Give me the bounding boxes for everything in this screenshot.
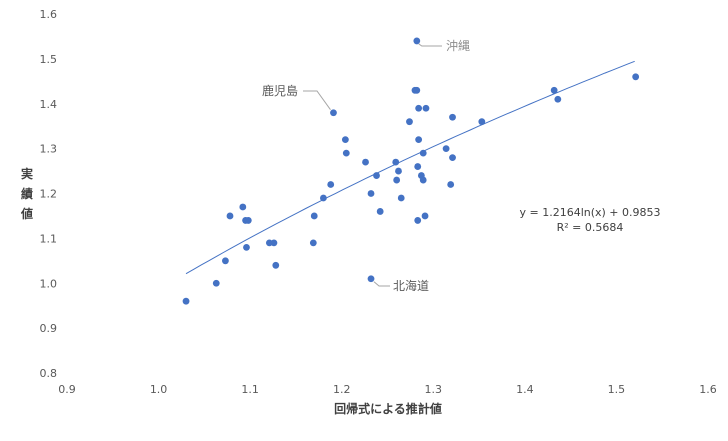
y-tick-label: 1.2 bbox=[40, 188, 58, 201]
data-point bbox=[413, 37, 421, 45]
x-tick-label: 1.4 bbox=[516, 383, 534, 396]
data-point bbox=[554, 95, 562, 103]
data-point bbox=[362, 158, 369, 166]
data-point bbox=[413, 86, 421, 94]
data-point bbox=[442, 145, 450, 153]
data-point bbox=[244, 217, 252, 224]
x-tick-label: 1.2 bbox=[333, 383, 351, 396]
y-tick-label: 1.4 bbox=[40, 98, 58, 111]
data-point bbox=[419, 176, 427, 184]
data-point bbox=[414, 217, 422, 224]
x-axis-title: 回帰式による推計値 bbox=[334, 401, 442, 416]
data-point bbox=[243, 243, 250, 251]
data-point bbox=[320, 194, 327, 202]
data-point bbox=[239, 203, 247, 211]
data-point bbox=[397, 194, 405, 202]
data-point bbox=[367, 275, 375, 283]
data-point bbox=[327, 181, 335, 188]
data-point bbox=[309, 239, 317, 247]
y-tick-label: 1.6 bbox=[40, 8, 58, 21]
data-point bbox=[415, 136, 423, 144]
data-point bbox=[367, 190, 375, 197]
data-point bbox=[226, 212, 234, 220]
data-point bbox=[212, 279, 220, 287]
data-point bbox=[341, 136, 349, 144]
data-point bbox=[449, 113, 456, 121]
trendline bbox=[185, 60, 635, 275]
data-point bbox=[342, 149, 350, 157]
data-point bbox=[406, 118, 413, 126]
x-tick-label: 1.0 bbox=[150, 383, 168, 396]
y-tick-label: 1.3 bbox=[40, 143, 58, 156]
annotation-leader-line bbox=[303, 90, 331, 111]
data-point bbox=[222, 257, 229, 265]
data-point bbox=[392, 158, 400, 166]
annotation-label: 沖縄 bbox=[446, 38, 470, 53]
annotation-label: 鹿児島 bbox=[262, 83, 298, 98]
y-axis-title-char: 実 bbox=[21, 166, 33, 181]
y-tick-label: 1.0 bbox=[40, 277, 58, 290]
x-tick-label: 1.5 bbox=[608, 383, 626, 396]
data-point bbox=[422, 104, 430, 112]
x-tick-label: 1.3 bbox=[425, 383, 443, 396]
y-axis-title: 実績値 bbox=[20, 166, 33, 221]
data-point bbox=[447, 181, 455, 188]
r-squared-label: R² = 0.5684 bbox=[557, 221, 624, 234]
y-axis-title-char: 値 bbox=[20, 206, 33, 221]
x-tick-label: 1.1 bbox=[241, 383, 259, 396]
data-point bbox=[310, 212, 318, 220]
y-tick-label: 0.8 bbox=[40, 367, 58, 380]
data-point bbox=[182, 297, 190, 305]
annotation-leader-line bbox=[373, 281, 390, 287]
data-point bbox=[395, 167, 402, 175]
y-tick-label: 1.5 bbox=[40, 53, 58, 66]
data-point bbox=[272, 261, 280, 269]
x-tick-label: 1.6 bbox=[699, 383, 717, 396]
data-point bbox=[421, 212, 429, 220]
data-point bbox=[449, 154, 456, 162]
data-point bbox=[419, 149, 427, 157]
data-point bbox=[414, 163, 422, 170]
trendline-equation: y = 1.2164ln(x) + 0.9853 bbox=[519, 206, 660, 219]
data-point bbox=[330, 109, 337, 117]
data-point bbox=[550, 86, 558, 94]
annotation-leader-line bbox=[418, 43, 442, 47]
data-point bbox=[393, 176, 401, 184]
x-axis-tick-labels: 0.9 1.0 1.1 1.2 1.3 1.4 1.5 1.6 bbox=[58, 383, 717, 396]
data-point bbox=[415, 104, 423, 112]
annotation-label: 北海道 bbox=[393, 278, 429, 293]
y-axis-title-char: 績 bbox=[21, 186, 33, 201]
y-tick-label: 1.1 bbox=[40, 232, 58, 245]
data-point bbox=[478, 118, 486, 126]
data-point bbox=[270, 239, 278, 247]
x-tick-label: 0.9 bbox=[58, 383, 76, 396]
data-points bbox=[182, 37, 640, 305]
y-tick-label: 0.9 bbox=[40, 322, 58, 335]
y-axis-tick-labels: 0.8 0.9 1.0 1.1 1.2 1.3 1.4 1.5 1.6 bbox=[40, 8, 58, 380]
data-point bbox=[376, 208, 384, 215]
data-point bbox=[373, 172, 380, 179]
annotation-leader-lines bbox=[303, 43, 442, 287]
data-point bbox=[632, 73, 640, 81]
